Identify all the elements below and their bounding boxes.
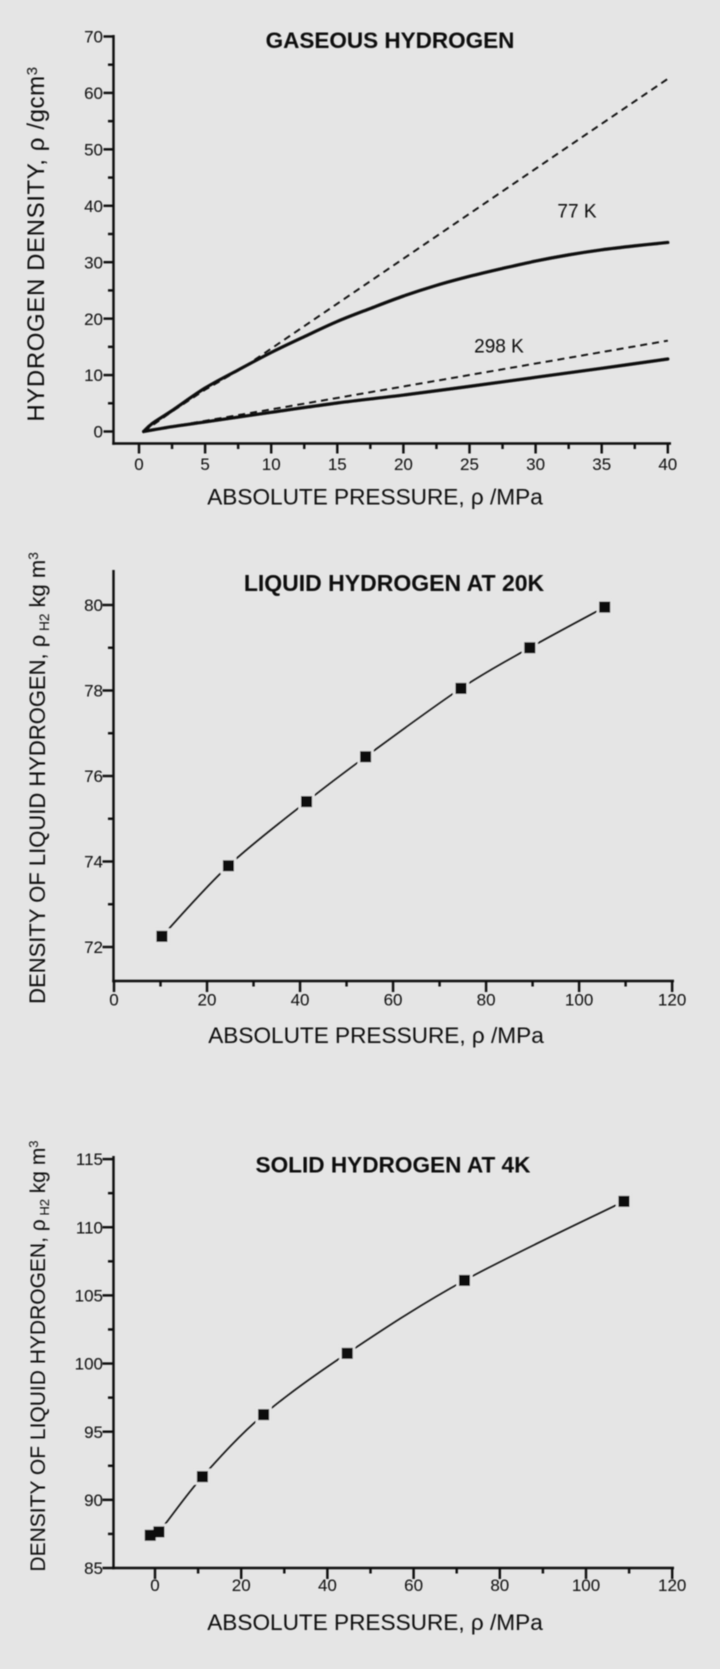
data-point-marker	[156, 930, 168, 942]
x-axis-label: ABSOLUTE PRESSURE, ρ /MPa	[207, 485, 543, 510]
x-axis-label: ABSOLUTE PRESSURE, ρ /MPa	[208, 1023, 544, 1048]
y-tick-label: 76	[84, 767, 103, 786]
data-point-marker	[196, 1471, 208, 1483]
x-tick-label: 15	[328, 455, 347, 474]
x-tick-label: 10	[262, 455, 281, 474]
data-point-marker	[258, 1409, 270, 1421]
series-line	[149, 1200, 625, 1538]
data-point-marker	[222, 860, 234, 872]
y-tick-label: 90	[84, 1491, 103, 1510]
x-tick-label: 0	[109, 991, 118, 1010]
series-annotation: 77 K	[557, 202, 596, 223]
x-tick-label: 0	[150, 1576, 159, 1595]
data-point-marker	[458, 1274, 470, 1286]
x-tick-label: 0	[134, 455, 143, 474]
data-point-marker	[341, 1347, 353, 1359]
x-tick-label: 120	[658, 991, 686, 1010]
x-tick-label: 25	[460, 455, 479, 474]
chart-title: SOLID HYDROGEN AT 4K	[256, 1153, 532, 1178]
chart-liquid: 0 20 40 60 80 100 120 72 74 76 78 80 LIQUID HYDROGEN…	[25, 552, 686, 1048]
chart-gaseous: 0 5 10 15 20 25 30 35 40 0 10 20 30 40 50 60 70 77 K 298 K…	[23, 28, 677, 510]
y-axis-label: HYDROGEN DENSITY, ρ /gcm3​	[23, 66, 50, 421]
figure-root: 0 5 10 15 20 25 30 35 40 0 10 20 30 40 50 60 70 77 K 298 K…	[23, 28, 686, 1635]
x-tick-label: 80	[477, 991, 496, 1010]
x-tick-label: 60	[404, 1576, 423, 1595]
chart-title: GASEOUS HYDROGEN	[266, 28, 515, 53]
x-tick-label: 20	[198, 991, 217, 1010]
y-tick-label: 0	[94, 423, 103, 442]
x-tick-label: 20	[394, 455, 413, 474]
y-tick-label: 95	[84, 1423, 103, 1442]
data-point-marker	[144, 1529, 156, 1541]
series-dashed	[143, 339, 668, 433]
x-tick-label: 40	[318, 1576, 337, 1595]
x-tick-label: 40	[658, 455, 677, 474]
data-point-marker	[618, 1195, 630, 1207]
chart-solid: 0 20 40 60 80 100 120 85 90 95 100 105 110 115 SOLID H…	[26, 1140, 686, 1635]
x-tick-label: 35	[592, 455, 611, 474]
y-tick-label: 60	[84, 84, 103, 103]
series-solid	[142, 357, 670, 434]
chart-title: LIQUID HYDROGEN AT 20K	[244, 570, 545, 596]
y-tick-label: 40	[84, 197, 103, 216]
y-tick-label: 85	[84, 1559, 103, 1578]
y-tick-label: 100	[75, 1355, 103, 1374]
y-axis-label: DENSITY OF LIQUID HYDROGEN, ρ H2​ kg m3​	[25, 552, 52, 1004]
data-point-marker	[455, 682, 467, 694]
data-point-marker	[153, 1526, 165, 1538]
series-line	[161, 606, 606, 937]
series-solid	[142, 240, 670, 434]
y-tick-label: 74	[84, 853, 103, 872]
x-tick-label: 30	[526, 455, 545, 474]
y-tick-label: 110	[76, 1218, 103, 1237]
x-tick-label: 5	[200, 455, 209, 474]
y-tick-label: 50	[84, 140, 103, 159]
y-tick-label: 20	[84, 310, 103, 329]
x-tick-label: 80	[490, 1576, 509, 1595]
x-tick-label: 100	[572, 1576, 600, 1595]
data-point-marker	[301, 796, 313, 808]
y-tick-label: 78	[84, 682, 103, 701]
x-tick-label: 20	[232, 1576, 251, 1595]
y-tick-label: 115	[76, 1150, 103, 1169]
y-tick-label: 80	[84, 596, 103, 615]
y-axis-label: DENSITY OF LIQUID HYDROGEN, ρ H2​ kg m3​	[26, 1140, 52, 1571]
x-axis-label: ABSOLUTE PRESSURE, ρ /MPa	[207, 1610, 543, 1635]
x-tick-label: 120	[658, 1576, 686, 1595]
y-tick-label: 105	[75, 1287, 103, 1306]
y-tick-label: 30	[84, 253, 103, 272]
y-tick-label: 70	[84, 28, 103, 47]
y-tick-label: 72	[84, 938, 103, 957]
series-annotation: 298 K	[474, 337, 524, 358]
data-point-marker	[524, 642, 536, 654]
x-tick-label: 60	[384, 991, 403, 1010]
x-tick-label: 40	[291, 991, 310, 1010]
data-point-marker	[360, 751, 372, 763]
y-tick-label: 10	[84, 366, 103, 385]
x-tick-label: 100	[565, 991, 593, 1010]
data-point-marker	[599, 601, 611, 613]
